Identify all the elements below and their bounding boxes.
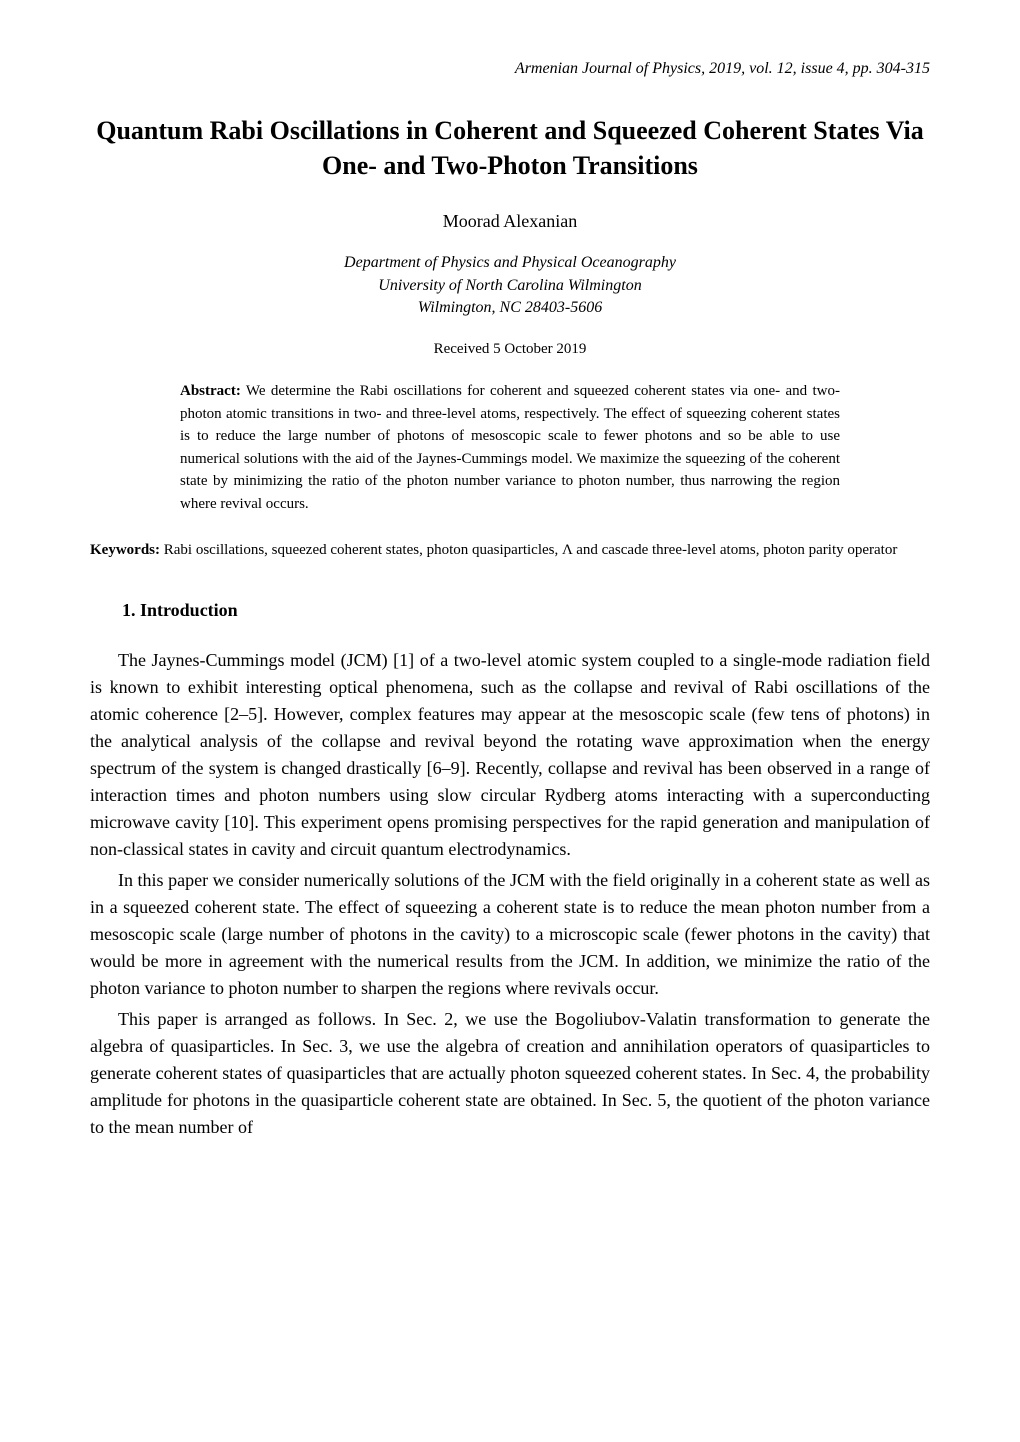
affiliation-line: University of North Carolina Wilmington: [90, 275, 930, 297]
journal-header: Armenian Journal of Physics, 2019, vol. …: [90, 60, 930, 78]
section-title: Introduction: [136, 600, 238, 620]
abstract-text: We determine the Rabi oscillations for c…: [180, 383, 840, 512]
abstract-label: Abstract:: [180, 383, 241, 399]
paper-title: Quantum Rabi Oscillations in Coherent an…: [90, 113, 930, 183]
abstract-block: Abstract: We determine the Rabi oscillat…: [180, 380, 840, 515]
keywords-label: Keywords:: [90, 542, 160, 558]
body-paragraph: The Jaynes-Cummings model (JCM) [1] of a…: [90, 647, 930, 863]
received-date: Received 5 October 2019: [90, 341, 930, 358]
body-paragraph: This paper is arranged as follows. In Se…: [90, 1006, 930, 1141]
affiliation-line: Wilmington, NC 28403-5606: [90, 297, 930, 319]
author-affiliation: Department of Physics and Physical Ocean…: [90, 252, 930, 319]
body-paragraph: In this paper we consider numerically so…: [90, 867, 930, 1002]
section-heading: 1. Introduction: [122, 600, 930, 621]
keywords-text: Rabi oscillations, squeezed coherent sta…: [160, 542, 897, 558]
keywords-block: Keywords: Rabi oscillations, squeezed co…: [90, 539, 930, 562]
author-name: Moorad Alexanian: [90, 211, 930, 232]
section-number: 1.: [122, 600, 136, 620]
affiliation-line: Department of Physics and Physical Ocean…: [90, 252, 930, 274]
